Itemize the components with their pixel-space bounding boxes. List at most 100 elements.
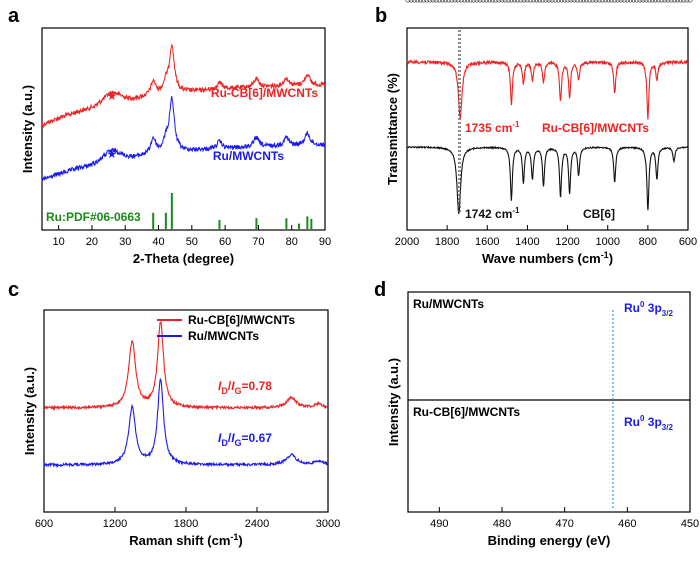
data-point <box>584 0 590 3</box>
x-axis-label: 2-Theta (degree) <box>133 251 234 266</box>
panel-label-c: c <box>8 279 19 301</box>
x-tick-label: 70 <box>252 236 264 248</box>
data-point <box>615 0 621 3</box>
data-point <box>421 0 427 3</box>
data-point <box>486 0 492 3</box>
data-point <box>533 0 539 3</box>
ratio-i: I <box>218 379 222 393</box>
peak-annotation-text: 1742 cm <box>465 207 512 221</box>
peak-annotation: Ru0 3p3/2 <box>624 300 673 318</box>
ratio-slash: / <box>228 431 232 445</box>
data-point <box>649 0 655 3</box>
legend-label: Ru-CB[6]/MWCNTs <box>188 313 295 327</box>
plot-frame <box>407 291 691 513</box>
plot-frame <box>406 27 689 231</box>
series-label: Ru-CB[6]/MWCNTs <box>542 121 649 135</box>
data-point <box>568 0 574 3</box>
x-tick-label: 800 <box>639 236 657 248</box>
data-point <box>606 0 612 3</box>
x-tick-label: 40 <box>152 236 164 248</box>
phase-star-marker: ★ <box>107 147 118 161</box>
x-tick-label: 1400 <box>515 236 539 248</box>
peak-annotation-text: Ru <box>624 415 640 429</box>
data-point <box>524 0 530 3</box>
y-axis-label: Transmittance (%) <box>385 73 400 185</box>
ratio-value: =0.78 <box>242 379 273 393</box>
data-point <box>555 0 561 3</box>
xps-subpanel: Ru/MWCNTs Ru0 3p3/2 <box>406 0 693 318</box>
y-axis-label: Intensity (a.u.) <box>386 358 401 446</box>
data-point <box>599 0 605 3</box>
x-tick-label: 20 <box>86 236 98 248</box>
data-point <box>559 0 565 3</box>
data-point <box>455 0 461 3</box>
data-point <box>505 0 511 3</box>
x-axis-label-text: Binding energy (eV) <box>488 533 611 548</box>
ratio-sub-d: D <box>221 386 228 396</box>
data-point <box>593 0 599 3</box>
peak-annotation: Ru0 3p3/2 <box>624 414 673 432</box>
panel-label-a: a <box>8 5 20 27</box>
data-point <box>439 0 445 3</box>
peak-annotation-sup: -1 <box>512 206 520 215</box>
ratio-value: =0.67 <box>242 431 273 445</box>
data-point <box>468 0 474 3</box>
data-point <box>562 0 568 3</box>
data-point <box>656 0 662 3</box>
x-tick-label: 1600 <box>475 236 499 248</box>
x-axis-label-end: ) <box>609 251 613 266</box>
data-point <box>405 0 411 3</box>
data-point <box>449 0 455 3</box>
data-point <box>483 0 489 3</box>
x-axis-label-text: Raman shift (cm <box>129 533 230 548</box>
data-point <box>430 0 436 3</box>
peak-annotation: 1735 cm-1 <box>465 120 520 135</box>
data-point <box>477 0 483 3</box>
data-point <box>496 0 502 3</box>
data-point <box>552 0 558 3</box>
panel-a: a Intensity (a.u.) ★ Ru-CB[6]/MWCNTs ★ Ru/MWC… <box>8 5 331 266</box>
data-point <box>634 0 640 3</box>
x-tick-label: 2000 <box>395 236 419 248</box>
x-axis-label: Wave numbers (cm-1) <box>482 250 613 266</box>
x-tick-label: 50 <box>186 236 198 248</box>
data-point <box>671 0 677 3</box>
x-tick-label: 470 <box>555 518 573 530</box>
series-label: CB[6] <box>583 207 615 221</box>
data-point <box>427 0 433 3</box>
data-point <box>653 0 659 3</box>
data-point <box>681 0 687 3</box>
x-tick-label: 60 <box>219 236 231 248</box>
data-point <box>411 0 417 3</box>
ratio-i: I <box>231 379 235 393</box>
x-tick-label: 490 <box>430 518 448 530</box>
ratio-label: ID/IG=0.78 <box>218 379 272 396</box>
data-point <box>512 0 518 3</box>
series-line-0 <box>41 43 326 129</box>
data-point <box>596 0 602 3</box>
x-tick-label: 10 <box>53 236 65 248</box>
data-point <box>631 0 637 3</box>
data-point <box>452 0 458 3</box>
panel-label-b: b <box>375 5 387 27</box>
data-point <box>546 0 552 3</box>
plot-frame <box>43 309 329 513</box>
data-point <box>527 0 533 3</box>
series-line-0 <box>406 58 689 120</box>
data-point <box>493 0 499 3</box>
data-point <box>609 0 615 3</box>
x-axis-label: Raman shift (cm-1) <box>129 532 243 548</box>
data-point <box>668 0 674 3</box>
data-point <box>499 0 505 3</box>
data-point <box>637 0 643 3</box>
x-tick-label: 90 <box>319 236 331 248</box>
ratio-sub-d: D <box>221 438 228 448</box>
phase-star-marker: ★ <box>107 89 118 103</box>
x-axis-label: Binding energy (eV) <box>488 533 611 548</box>
data-point <box>659 0 665 3</box>
ratio-slash: / <box>228 379 232 393</box>
x-axis-label-text: 2-Theta (degree) <box>133 251 234 266</box>
x-tick-label: 30 <box>119 236 131 248</box>
